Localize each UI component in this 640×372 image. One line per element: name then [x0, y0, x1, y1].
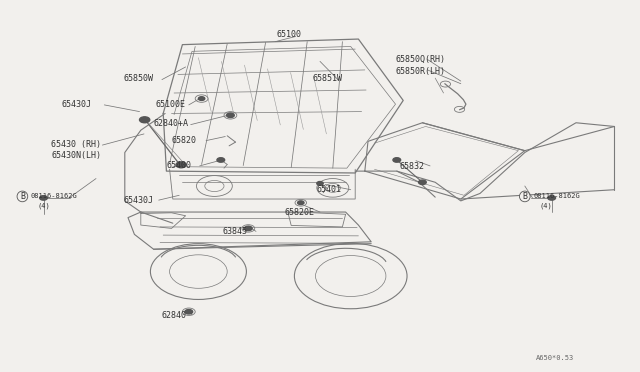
Text: B: B — [20, 192, 25, 201]
Circle shape — [217, 158, 225, 162]
Text: 65851W: 65851W — [312, 74, 342, 83]
Text: 65400: 65400 — [166, 161, 191, 170]
Text: 62840+A: 62840+A — [154, 119, 189, 128]
Text: 65100E: 65100E — [156, 100, 186, 109]
Text: 08116-8162G: 08116-8162G — [533, 193, 580, 199]
Text: 65820: 65820 — [172, 136, 196, 145]
Text: 65850W: 65850W — [124, 74, 154, 83]
Circle shape — [185, 310, 193, 314]
Circle shape — [176, 162, 186, 168]
Text: 62840: 62840 — [162, 311, 187, 320]
Text: 65820E: 65820E — [285, 208, 315, 217]
Circle shape — [244, 226, 252, 231]
Text: 65832: 65832 — [400, 162, 425, 171]
Text: 65100: 65100 — [276, 30, 301, 39]
Circle shape — [548, 196, 556, 200]
Circle shape — [140, 117, 150, 123]
Text: 65430 (RH): 65430 (RH) — [51, 140, 101, 149]
Text: 65430J: 65430J — [61, 100, 92, 109]
Circle shape — [198, 97, 205, 100]
Circle shape — [393, 158, 401, 162]
Circle shape — [419, 180, 426, 185]
Circle shape — [227, 113, 234, 118]
Text: (4): (4) — [37, 202, 50, 209]
Circle shape — [298, 201, 304, 205]
Text: B: B — [522, 192, 527, 201]
Text: 65401: 65401 — [317, 185, 342, 194]
Text: 63845: 63845 — [223, 227, 248, 236]
Text: 65850Q(RH): 65850Q(RH) — [396, 55, 445, 64]
Text: 65430N(LH): 65430N(LH) — [51, 151, 101, 160]
Text: 08116-8162G: 08116-8162G — [31, 193, 77, 199]
Circle shape — [40, 196, 47, 200]
Text: 65850R(LH): 65850R(LH) — [396, 67, 445, 76]
Text: (4): (4) — [540, 202, 552, 209]
Text: 65430J: 65430J — [124, 196, 154, 205]
Circle shape — [317, 182, 323, 185]
Text: A650*0.53: A650*0.53 — [536, 355, 575, 361]
